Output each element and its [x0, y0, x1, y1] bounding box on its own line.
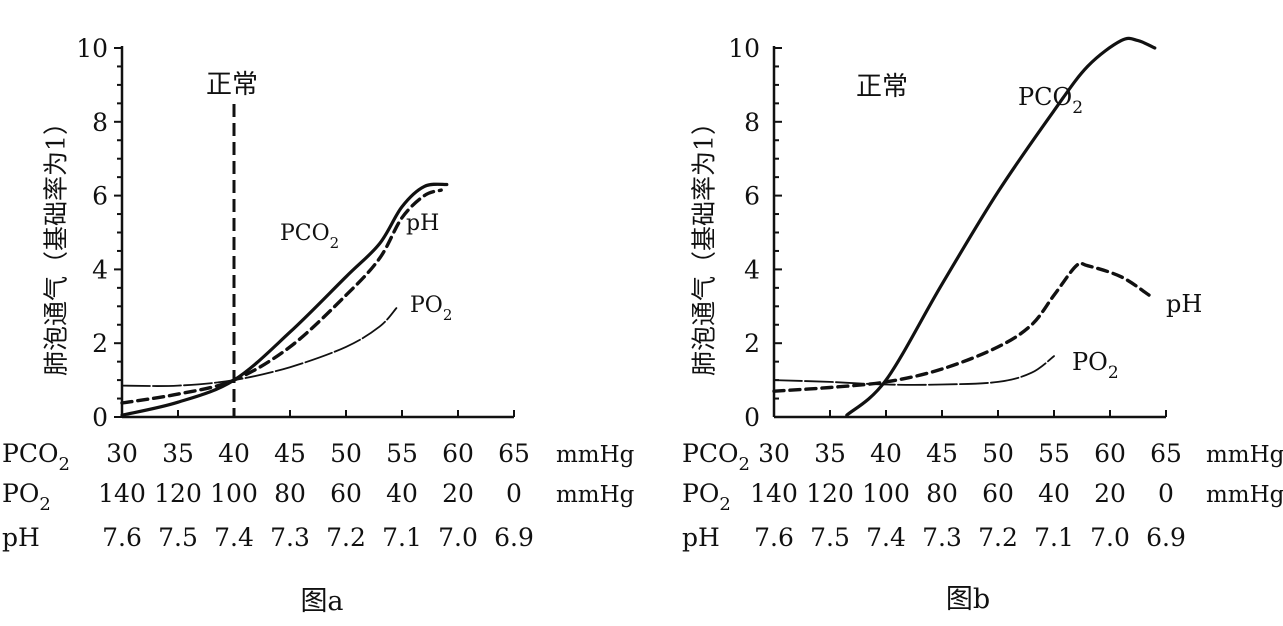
po2-axis-label: PO2 [682, 479, 731, 515]
po2-tick-label: 80 [926, 479, 958, 508]
ph-tick-label: 7.1 [382, 523, 422, 552]
po2-tick-label: 40 [1038, 479, 1070, 508]
ph-tick-label: 6.9 [1146, 523, 1186, 552]
series-line-pco2 [120, 182, 449, 417]
pco2-tick-label: 45 [274, 439, 306, 468]
po2-tick-label: 0 [506, 479, 522, 508]
series-line-po2 [773, 355, 1055, 386]
pco2-tick-label: 50 [330, 439, 362, 468]
ph-tick-label: 7.1 [1034, 523, 1074, 552]
y-tick-label: 4 [744, 255, 760, 284]
y-tick-label: 6 [744, 182, 760, 211]
y-tick-label: 6 [92, 182, 108, 211]
series-line-pco2 [845, 36, 1157, 417]
po2-tick-label: 80 [274, 479, 306, 508]
y-axis-title: 肺泡通气（基础率为1） [690, 110, 719, 376]
pco2-tick-label: 35 [814, 439, 846, 468]
ph-tick-label: 7.6 [102, 523, 142, 552]
pco2-tick-label: 55 [1038, 439, 1070, 468]
y-tick-label: 10 [728, 34, 760, 63]
chart-panel-b: 0 2 4 6 8 10 PCO2 PO2 pH 30 35 40 45 50 55 60 65 140 120 10… [682, 34, 1283, 615]
po2-tick-label: 100 [210, 479, 258, 508]
po2-tick-label: 60 [982, 479, 1014, 508]
ph-tick-label: 7.3 [270, 523, 310, 552]
y-tick-label: 0 [744, 403, 760, 432]
series-line-po2 [121, 307, 398, 387]
y-tick-label: 2 [744, 329, 760, 358]
pco2-tick-label: 65 [498, 439, 530, 468]
po2-tick-label: 140 [750, 479, 798, 508]
pco2-tick-label: 60 [1094, 439, 1126, 468]
pco2-unit-label: mmHg [556, 442, 635, 468]
po2-axis-label: PO2 [2, 479, 51, 515]
normal-label: 正常 [206, 70, 258, 100]
pco2-tick-label: 55 [386, 439, 418, 468]
y-tick-label: 2 [92, 329, 108, 358]
pco2-tick-label: 50 [982, 439, 1014, 468]
po2-tick-label: 0 [1158, 479, 1174, 508]
pco2-unit-label: mmHg [1206, 442, 1283, 468]
series-line-ph [120, 188, 443, 405]
ph-tick-label: 7.0 [1090, 523, 1130, 552]
series-label: pH [1166, 290, 1202, 318]
y-tick-label: 10 [76, 34, 108, 63]
series-label: PCO2 [280, 221, 339, 252]
po2-tick-label: 20 [442, 479, 474, 508]
y-axis-title: 肺泡通气（基础率为1） [42, 110, 71, 376]
po2-tick-label: 40 [386, 479, 418, 508]
ph-tick-label: 7.5 [158, 523, 198, 552]
ph-axis-label: pH [2, 523, 40, 552]
po2-tick-label: 120 [806, 479, 854, 508]
normal-label: 正常 [856, 72, 908, 102]
po2-unit-label: mmHg [1206, 482, 1283, 508]
po2-tick-label: 60 [330, 479, 362, 508]
pco2-tick-label: 40 [870, 439, 902, 468]
ph-tick-label: 7.5 [810, 523, 850, 552]
ph-tick-label: 7.2 [326, 523, 366, 552]
pco2-tick-label: 60 [442, 439, 474, 468]
pco2-tick-label: 30 [758, 439, 790, 468]
series-label: PCO2 [1018, 83, 1083, 118]
chart-panel-a: 0 2 4 6 8 10 PCO2 PO2 pH 30 35 40 45 50 55 60 65 140 120 10… [2, 34, 635, 617]
pco2-tick-label: 65 [1150, 439, 1182, 468]
ph-tick-label: 7.4 [214, 523, 254, 552]
series-label: PO2 [410, 293, 452, 324]
po2-tick-label: 100 [862, 479, 910, 508]
po2-unit-label: mmHg [556, 482, 635, 508]
y-tick-label: 0 [92, 403, 108, 432]
ph-axis-label: pH [682, 523, 720, 552]
po2-tick-label: 20 [1094, 479, 1126, 508]
po2-tick-label: 140 [98, 479, 146, 508]
series-label: PO2 [1072, 348, 1119, 383]
pco2-tick-label: 35 [162, 439, 194, 468]
ph-tick-label: 7.2 [978, 523, 1018, 552]
ph-tick-label: 7.3 [922, 523, 962, 552]
y-tick-label: 8 [744, 108, 760, 137]
panel-label: 图a [300, 586, 343, 617]
panel-label: 图b [946, 584, 990, 615]
ph-tick-label: 6.9 [494, 523, 534, 552]
po2-tick-label: 120 [154, 479, 202, 508]
series-label: pH [406, 211, 439, 236]
ph-tick-label: 7.0 [438, 523, 478, 552]
pco2-tick-label: 30 [106, 439, 138, 468]
pco2-axis-label: PCO2 [2, 439, 70, 475]
ph-tick-label: 7.6 [754, 523, 794, 552]
pco2-tick-label: 40 [218, 439, 250, 468]
pco2-axis-label: PCO2 [682, 439, 750, 475]
y-tick-label: 8 [92, 108, 108, 137]
ph-tick-label: 7.4 [866, 523, 906, 552]
y-tick-label: 4 [92, 255, 108, 284]
pco2-tick-label: 45 [926, 439, 958, 468]
